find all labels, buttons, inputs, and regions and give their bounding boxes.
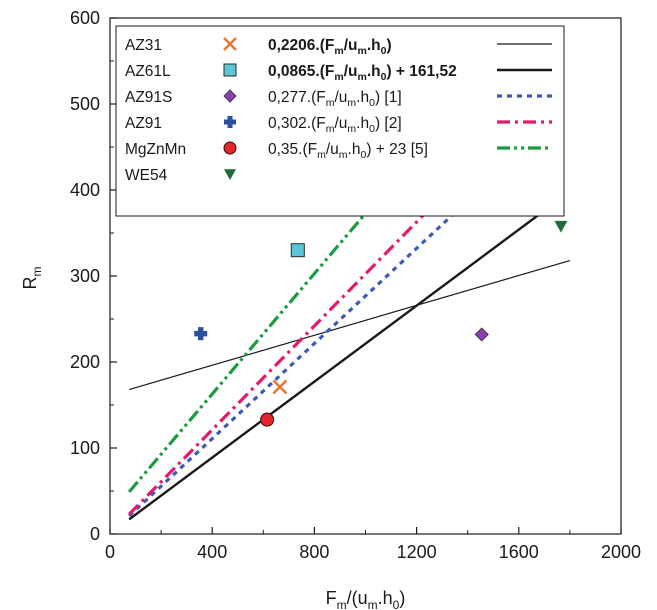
legend-equation: 0,35.(Fm/um.h0) + 23 [5] (268, 141, 428, 161)
equation-subscript: m (334, 45, 343, 57)
equation-subscript: m (357, 45, 366, 57)
equation-subscript: m (347, 123, 356, 135)
equation-text: 0,0865.(F (268, 63, 334, 80)
legend-series-name: AZ91S (125, 89, 172, 106)
y-tick-label: 300 (70, 266, 100, 286)
fit-lines (127, 194, 571, 521)
equation-text: /u (344, 37, 358, 54)
equation-text: /u (334, 89, 347, 106)
legend-series-name: WE54 (125, 167, 168, 184)
legend-box (115, 25, 565, 217)
equation-text: ) [1] (375, 89, 402, 106)
point-az91s (474, 327, 489, 342)
equation-subscript: 0 (369, 123, 375, 135)
equation-subscript: m (326, 97, 335, 109)
equation-subscript: m (334, 71, 343, 83)
legend-equation: 0,2206.(Fm/um.h0) (268, 37, 392, 57)
equation-subscript: m (357, 71, 366, 83)
x-tick-label: 800 (299, 542, 329, 562)
legend-series-name: MgZnMn (125, 141, 186, 158)
y-tick-label: 400 (70, 180, 100, 200)
legend-marker-square-icon (223, 63, 237, 77)
legend-marker-x-icon (223, 37, 237, 51)
x-tick-label: 0 (105, 542, 115, 562)
point-mgznmn (260, 412, 275, 427)
axis-ticks: 0 400 800 1200 1600 2000 0 100 200 300 400 500 600 (70, 8, 641, 562)
y-tick-label: 100 (70, 438, 100, 458)
legend-equation: 0,277.(Fm/um.h0) [1] (268, 89, 402, 109)
equation-subscript: 0 (381, 45, 387, 57)
fit-line-4 (128, 202, 436, 516)
x-tick-label: 1200 (397, 542, 437, 562)
legend-marker-plus-icon (224, 116, 236, 128)
equation-text: .h (348, 141, 361, 158)
equation-subscript: m (339, 149, 348, 161)
x-tick-label: 1600 (499, 542, 539, 562)
equation-subscript: m (317, 149, 326, 161)
fit-line-3 (128, 194, 474, 518)
legend-marker-diamond-icon (223, 89, 237, 103)
y-tick-label: 0 (90, 524, 100, 544)
y-tick-label: 200 (70, 352, 100, 372)
x-tick-label: 400 (197, 542, 227, 562)
legend-equation: 0,0865.(Fm/um.h0) + 161,52 (268, 63, 457, 83)
legend-series-name: AZ61L (125, 63, 171, 80)
equation-subscript: 0 (360, 149, 366, 161)
equation-text: ) + 23 [5] (366, 141, 428, 158)
point-az61l (290, 243, 305, 258)
point-az91 (194, 327, 208, 341)
equation-text: ) [2] (375, 115, 402, 132)
legend-series-name: AZ31 (125, 37, 162, 54)
y-tick-label: 500 (70, 94, 100, 114)
equation-text: .h (367, 63, 381, 80)
legend-marker-circle-icon (223, 141, 237, 155)
equation-text: .h (356, 89, 369, 106)
equation-text: .h (356, 115, 369, 132)
legend: AZ31AZ61LAZ91SAZ91MgZnMnWE540,2206.(Fm/u… (115, 25, 565, 217)
fit-line-5 (127, 196, 381, 493)
point-we54 (554, 220, 568, 233)
data-points (194, 220, 568, 427)
equation-subscript: m (347, 97, 356, 109)
legend-equation: 0,302.(Fm/um.h0) [2] (268, 115, 402, 135)
fit-line-1 (128, 259, 571, 391)
equation-subscript: 0 (369, 97, 375, 109)
y-tick-label: 600 (70, 8, 100, 28)
equation-text: /u (326, 141, 339, 158)
equation-text: 0,35.(F (268, 141, 317, 158)
y-axis-label: Rm (20, 267, 44, 290)
equation-text: ) + 161,52 (386, 63, 456, 80)
axis-labels: Fm/(um.h0) Rm (20, 267, 405, 610)
fit-line-2 (128, 209, 546, 521)
equation-subscript: m (326, 123, 335, 135)
equation-text: /u (334, 115, 347, 132)
equation-text: 0,277.(F (268, 89, 326, 106)
equation-text: 0,2206.(F (268, 37, 334, 54)
equation-text: .h (367, 37, 381, 54)
legend-marker-triangle-down-icon (224, 169, 236, 180)
legend-series-name: AZ91 (125, 115, 162, 132)
equation-text: ) (386, 37, 391, 54)
point-az31 (272, 379, 288, 395)
x-axis-label: Fm/(um.h0) (326, 588, 406, 610)
equation-text: /u (344, 63, 358, 80)
x-tick-label: 2000 (601, 542, 641, 562)
equation-subscript: 0 (381, 71, 387, 83)
equation-text: 0,302.(F (268, 115, 326, 132)
